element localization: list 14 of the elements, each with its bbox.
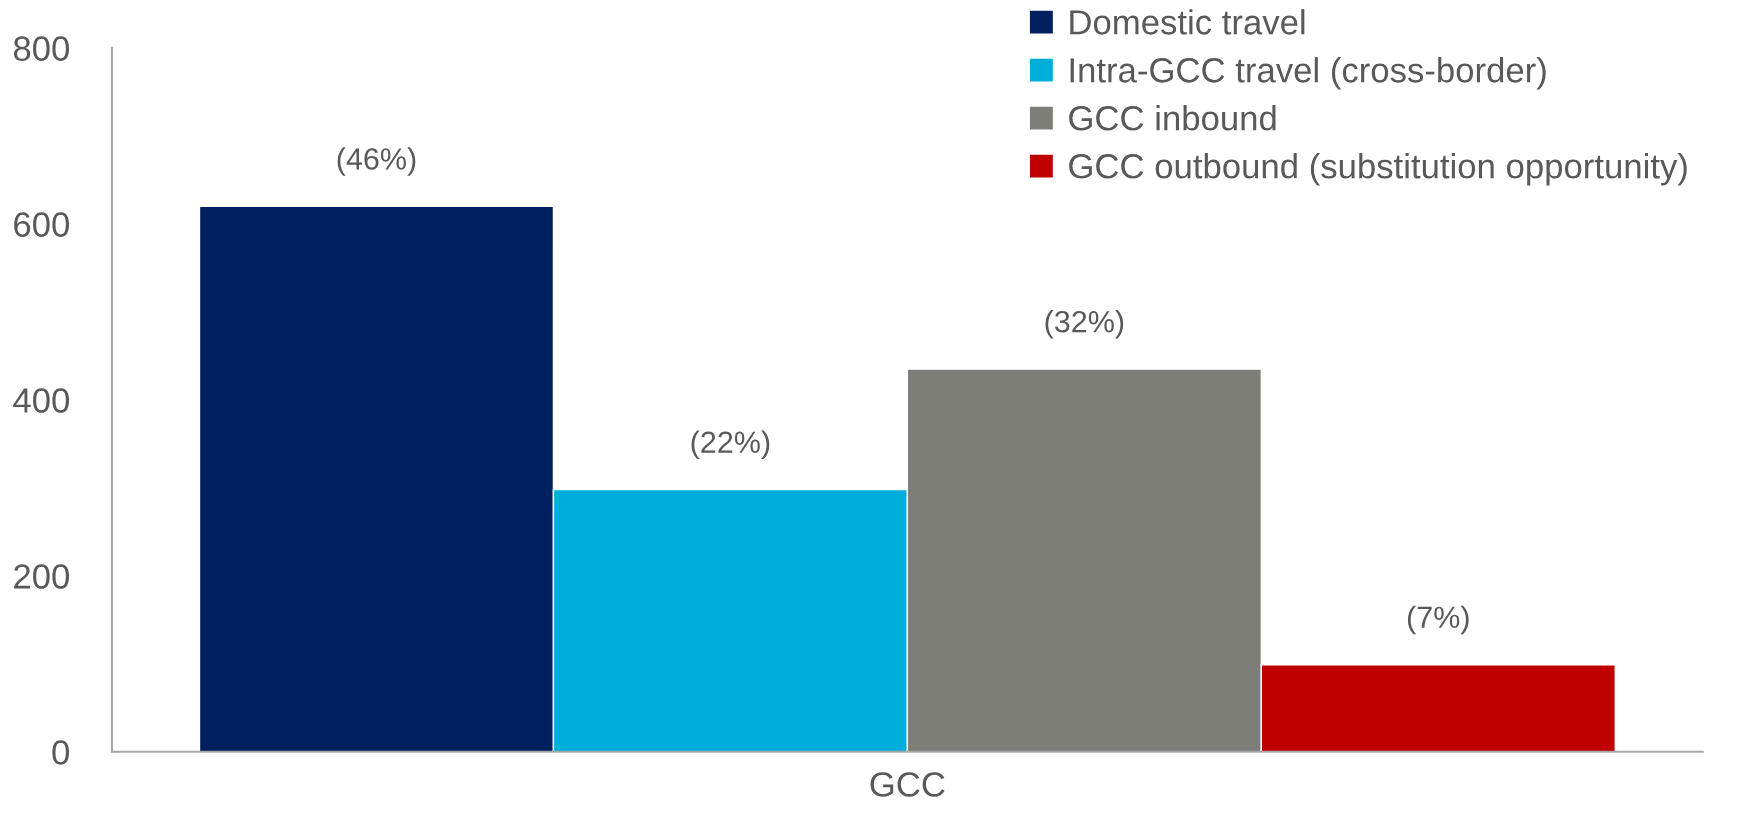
y-tick-label: 0 — [52, 740, 69, 765]
legend-label: GCC inbound — [1069, 105, 1276, 131]
legend-label: GCC outbound (substitution opportunity) — [1069, 153, 1687, 186]
y-tick-label: 400 — [13, 388, 69, 413]
annotation: (7%) — [1407, 605, 1469, 635]
y-tick-label: 200 — [14, 564, 69, 589]
annotation: (32%) — [1045, 310, 1124, 339]
y-tick-label: 800 — [13, 36, 69, 61]
annotation: (22%) — [691, 430, 770, 460]
x-tick-label: GCC — [870, 772, 945, 797]
legend-label: Domestic travel — [1070, 9, 1305, 35]
legend-label: Intra-GCC travel (cross-border) — [1070, 57, 1546, 90]
annotation: (46%) — [337, 147, 416, 176]
y-tick-label: 600 — [14, 212, 69, 237]
